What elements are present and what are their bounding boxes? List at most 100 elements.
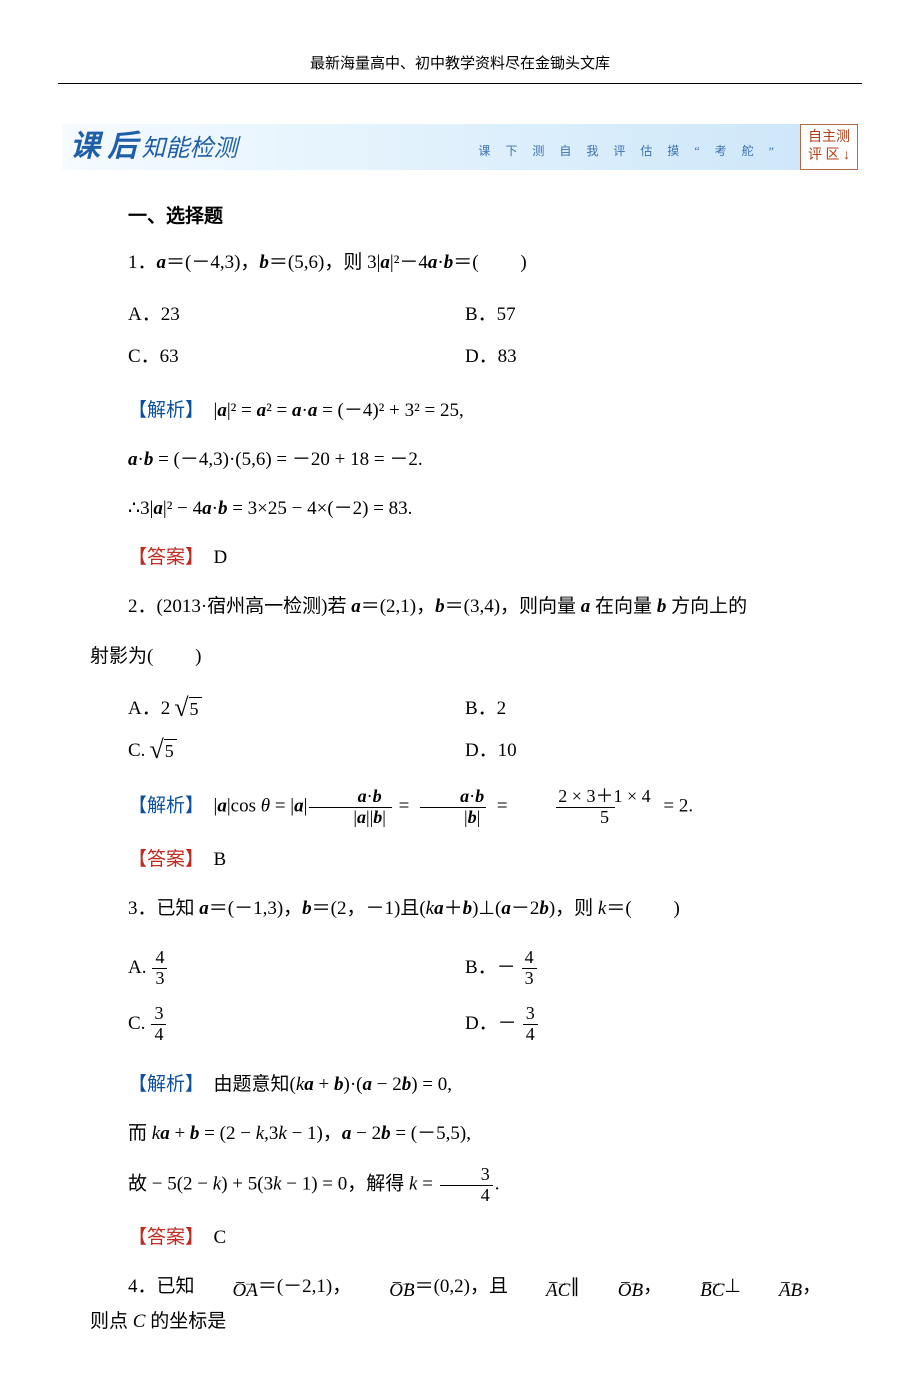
t: − 2 — [351, 1123, 381, 1144]
t: 方向上的 — [666, 596, 747, 617]
q1-analysis-1: 【解析】 |a|² = a² = a·a = (－4)² + 3² = 25, — [90, 393, 830, 428]
answer-label: 【答案】 — [128, 849, 195, 870]
t: ＝(0,2)，且 — [415, 1276, 508, 1297]
content: 一、选择题 1．a＝(－4,3)，b＝(5,6)，则 3|a|²－4a·b＝()… — [0, 176, 920, 1393]
t: 4 — [151, 1024, 166, 1045]
t: = — [394, 796, 414, 817]
q3-analysis-2: 而 ka + b = (2 − k,3k − 1)，a − 2b = (－5,5… — [90, 1116, 830, 1151]
t: 3 — [523, 1004, 538, 1024]
t: ) — [195, 646, 201, 667]
t: 4 — [440, 1185, 493, 1206]
t: = (－4,3)·(5,6) = －20 + 18 = －2. — [153, 449, 422, 470]
t: BC — [662, 1284, 724, 1297]
t: OA — [195, 1284, 258, 1297]
t: = 2. — [659, 796, 693, 817]
t: k — [273, 1174, 281, 1195]
q3-ans: C — [214, 1227, 227, 1248]
q3-options: A.43 B．－43 C.34 D．－34 — [128, 940, 830, 1053]
q2-analysis: 【解析】 |a|cos θ = |a|a·b|a||b| = a·b|b| = … — [90, 787, 830, 828]
t: 2．(2013·宿州高一检测)若 — [128, 596, 351, 617]
t: 在向量 — [590, 596, 657, 617]
t: + — [314, 1074, 334, 1095]
q1-stem: 1．a＝(－4,3)，b＝(5,6)，则 3|a|²－4a·b＝() — [90, 245, 830, 280]
t: 由题意知( — [214, 1074, 296, 1095]
q1-close: ) — [520, 252, 526, 273]
t: )·( — [344, 1074, 363, 1095]
t: OB — [580, 1284, 643, 1297]
t: －2 — [511, 898, 540, 919]
t: AC — [508, 1284, 570, 1297]
q1-a: ＝(－4,3)， — [166, 252, 259, 273]
t: 4．已知 — [128, 1276, 195, 1297]
t: 的坐标是 — [145, 1311, 226, 1332]
t: k — [278, 1123, 286, 1144]
t: ， — [643, 1276, 662, 1297]
t: ＝(－2,1)， — [258, 1276, 351, 1297]
sidebar-line1: 自主测 — [808, 129, 850, 147]
q1-optA: A．23 — [128, 302, 465, 329]
t: 而 — [128, 1123, 152, 1144]
banner-title-prefix: 课 后 — [70, 126, 138, 168]
t: = (2 − — [199, 1123, 255, 1144]
t: 4 — [522, 948, 537, 968]
answer-label: 【答案】 — [128, 547, 195, 568]
t: B．－ — [465, 955, 516, 982]
q1-optD: D．83 — [465, 344, 802, 371]
t: 4 — [523, 1024, 538, 1045]
t: + — [170, 1123, 190, 1144]
t: D．－ — [465, 1011, 517, 1038]
q2-optD: D．10 — [465, 738, 802, 765]
q2-options: A．2√5 B．2 C.√5 D．10 — [128, 688, 830, 773]
q1-end: ＝( — [453, 252, 478, 273]
t: OB — [351, 1284, 414, 1297]
t: 3．已知 — [128, 898, 199, 919]
t: 故 − 5(2 − — [128, 1174, 213, 1195]
t: k — [152, 1123, 160, 1144]
q1-optB: B．57 — [465, 302, 802, 329]
q2-ans: B — [214, 849, 227, 870]
analysis-label: 【解析】 — [128, 400, 195, 421]
page-header: 最新海量高中、初中教学资料尽在金锄头文库 — [0, 0, 920, 83]
t: 4 — [152, 948, 167, 968]
t: |² − 4 — [163, 498, 202, 519]
t: 3 — [151, 1004, 166, 1024]
q3-optC: C.34 — [128, 1004, 465, 1045]
q2-stem-1: 2．(2013·宿州高一检测)若 a＝(2,1)，b＝(3,4)，则向量 a 在… — [90, 589, 830, 624]
t: 射影为( — [90, 646, 153, 667]
t: = (－5,5), — [391, 1123, 471, 1144]
q1-analysis-3: ∴3|a|² − 4a·b = 3×25 − 4×(－2) = 83. — [90, 491, 830, 526]
q2-optB: B．2 — [465, 696, 802, 723]
t: 5 — [556, 807, 615, 828]
q3-optD: D．－ 34 — [465, 1004, 802, 1045]
q3-stem: 3．已知 a＝(－1,3)，b＝(2，－1)且(ka＋b)⊥(a－2b)，则 k… — [90, 891, 830, 926]
q3-analysis-1: 【解析】 由题意知(ka + b)·(a − 2b) = 0, — [90, 1067, 830, 1102]
t: k — [213, 1174, 221, 1195]
q1-answer: 【答案】 D — [90, 540, 830, 575]
banner-title-main: 知能检测 — [142, 133, 238, 167]
banner-sidebar: 自主测 评 区 ↓ — [800, 124, 858, 170]
t: = 3×25 − 4×(－2) = 83. — [227, 498, 412, 519]
q3-answer: 【答案】 C — [90, 1220, 830, 1255]
q1-mid: |²－4 — [390, 252, 428, 273]
q2-optA: A．2√5 — [128, 696, 465, 723]
t: ) + 5(3 — [221, 1174, 273, 1195]
q2-stem-2: 射影为() — [90, 639, 830, 674]
t: ) = 0, — [411, 1074, 452, 1095]
t: C. — [128, 738, 145, 765]
section-1-title: 一、选择题 — [90, 204, 830, 231]
banner-tagline: 课 下 测 自 我 评 估 摸 “ 考 舵 ” — [478, 143, 780, 160]
t: 5 — [164, 739, 177, 763]
t: k — [426, 898, 434, 919]
q2-answer: 【答案】 B — [90, 842, 830, 877]
t: ＝( — [606, 898, 631, 919]
q1-b: ＝(5,6)，则 3| — [269, 252, 380, 273]
t: |² = — [227, 400, 257, 421]
t: − 2 — [372, 1074, 402, 1095]
t: 3 — [152, 968, 167, 989]
t: − 1) = 0，解得 — [282, 1174, 410, 1195]
t: θ — [261, 796, 270, 817]
t: − 1)， — [287, 1123, 342, 1144]
t: A. — [128, 955, 146, 982]
banner-left: 课 后 知能检测 课 下 测 自 我 评 估 摸 “ 考 舵 ” — [62, 124, 800, 170]
t: ⊥ — [724, 1276, 741, 1297]
